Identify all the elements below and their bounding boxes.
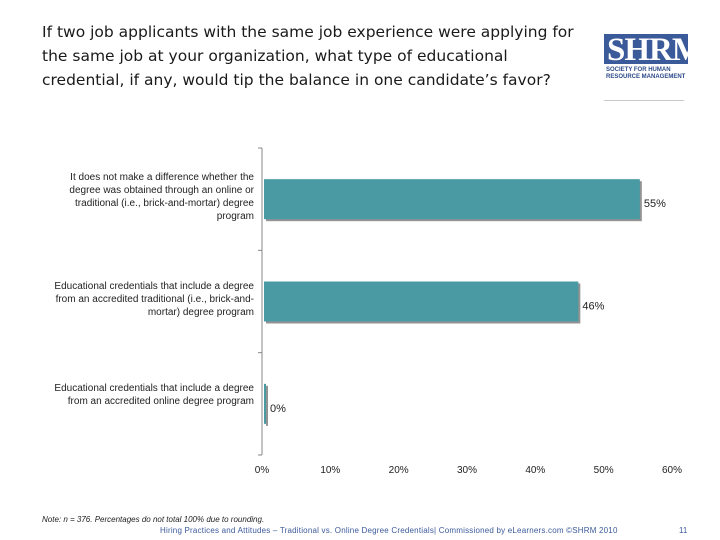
bar-2	[264, 281, 579, 322]
category-label-2: Educational credentials that include a d…	[54, 281, 254, 318]
logo-line-1: SOCIETY FOR HUMAN	[606, 67, 671, 73]
category-label-3: Educational credentials that include a d…	[54, 383, 254, 408]
value-label-3: 0%	[270, 403, 286, 415]
category-label-1: It does not make a difference whether th…	[69, 172, 254, 223]
value-label-2: 46%	[582, 301, 604, 313]
shrm-logo: SHRM SOCIETY FOR HUMAN RESOURCE MANAGEME…	[604, 34, 703, 86]
x-tick-label-4: 40%	[525, 465, 545, 476]
slide-title: If two job applicants with the same job …	[42, 23, 574, 89]
logo-line-2: RESOURCE MANAGEMENT	[606, 74, 686, 80]
footer-text: Hiring Practices and Attitudes – Traditi…	[160, 526, 618, 535]
bar-shadow-3	[266, 385, 268, 426]
page-number: 11	[679, 526, 688, 535]
header-divider	[604, 100, 684, 101]
x-tick-label-2: 20%	[389, 465, 409, 476]
logo-mark: SHRM	[604, 34, 703, 67]
x-tick-label-6: 60%	[662, 465, 682, 476]
bar-1	[264, 179, 640, 220]
bar-3	[264, 383, 266, 424]
x-tick-label-5: 50%	[594, 465, 614, 476]
x-tick-label-0: 0%	[255, 465, 270, 476]
note-text: Note: n = 376. Percentages do not total …	[42, 515, 265, 524]
x-tick-label-3: 30%	[457, 465, 477, 476]
value-label-1: 55%	[644, 198, 666, 210]
x-tick-label-1: 10%	[320, 465, 340, 476]
logo-subtitle: SOCIETY FOR HUMAN RESOURCE MANAGEMENT	[606, 67, 690, 81]
